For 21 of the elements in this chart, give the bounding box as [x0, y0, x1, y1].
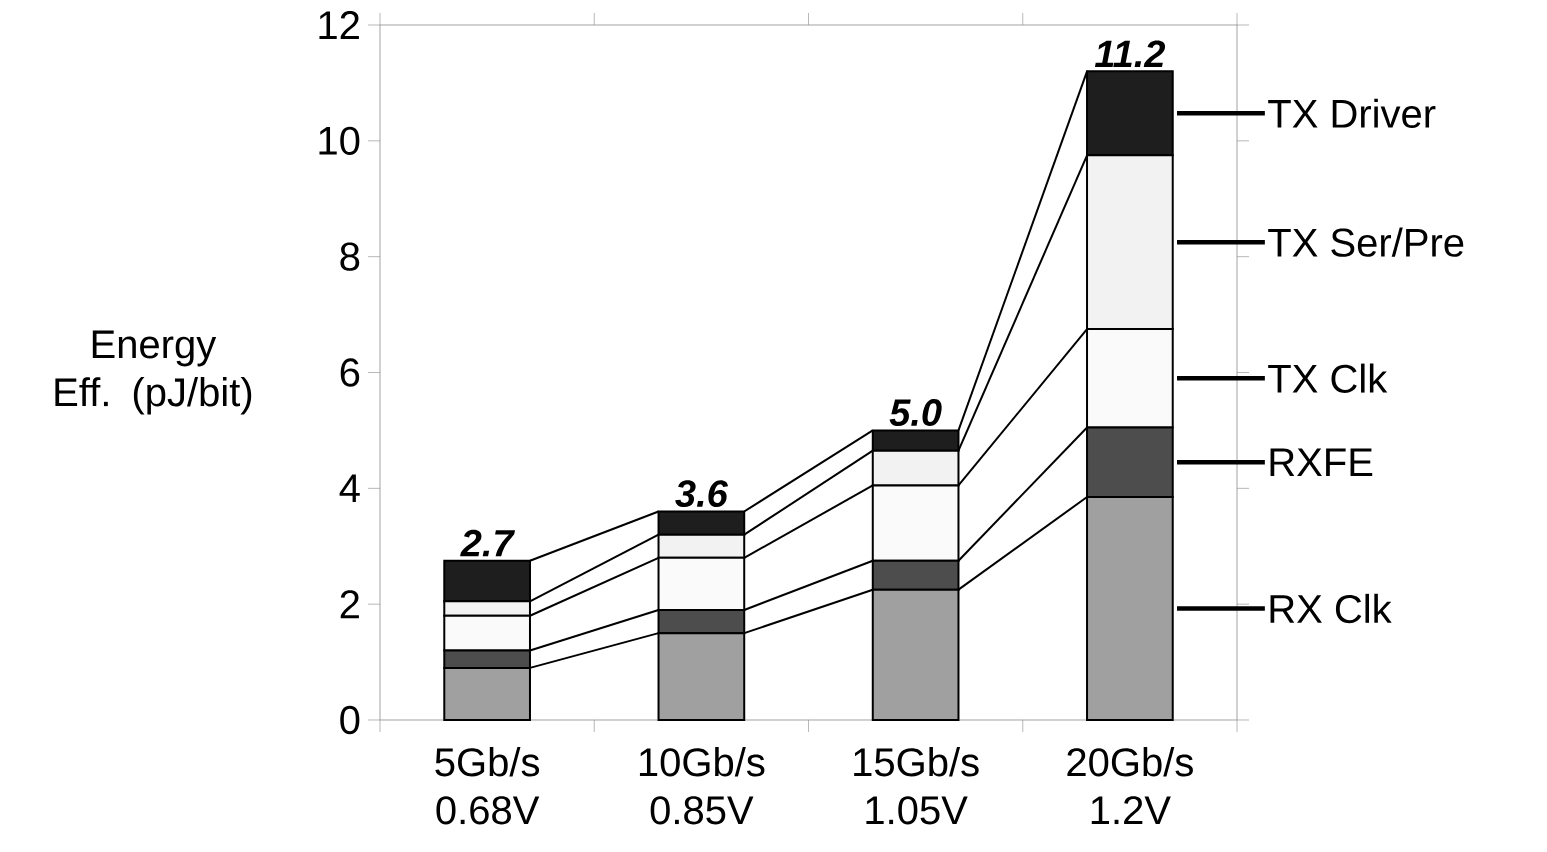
total-label: 5.0 [889, 399, 942, 427]
legend-label: TX Driver [1268, 98, 1436, 128]
x-tick-label: 20Gb/s 1.2V [1067, 747, 1193, 825]
total-label: 11.2 [1094, 40, 1166, 67]
legend-label: TX Ser/Pre [1268, 227, 1464, 257]
x-tick-label: 5Gb/s 0.68V [435, 747, 540, 825]
y-tick-label: 8 [340, 242, 360, 271]
total-label: 2.7 [460, 529, 516, 557]
y-tick-label: 6 [340, 358, 360, 387]
legend-label: TX Clk [1268, 363, 1388, 393]
y-tick-label: 12 [319, 11, 359, 39]
y-axis-title: Energy Eff. (pJ/bit) [55, 330, 252, 415]
total-label: 3.6 [675, 480, 728, 508]
legend-label: RXFE [1270, 448, 1373, 477]
legend-label: RX Clk [1270, 593, 1392, 624]
x-tick-label: 15Gb/s 1.05V [854, 747, 979, 825]
x-tick-label: 10Gb/s 0.85V [639, 747, 765, 825]
y-tick-label: 0 [340, 705, 360, 735]
y-tick-label: 4 [339, 474, 360, 503]
y-tick-label: 2 [340, 590, 359, 619]
y-tick-label: 10 [319, 126, 360, 155]
